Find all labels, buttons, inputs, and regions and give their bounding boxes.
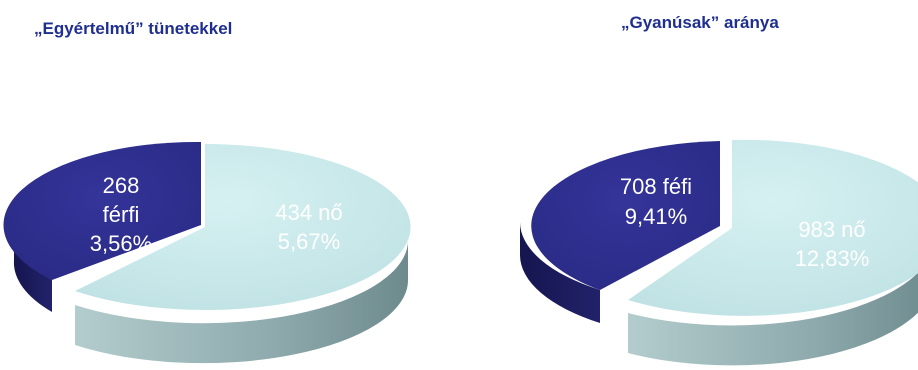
pie-right-female-label-line2: 12,83%	[795, 246, 870, 271]
pie-right-male-slice	[531, 141, 720, 290]
pie-right-female-side	[628, 272, 918, 366]
pie-right-male-label-line1: 708 féfi	[620, 174, 692, 199]
pie-left-male-label-line2: férfi	[103, 202, 140, 227]
pie-right-male-label-line2: 9,41%	[625, 204, 687, 229]
pie-left-female-slice	[75, 143, 411, 310]
chart-title-right: „Gyanúsak” aránya	[621, 13, 779, 32]
pie-left: 268 férfi 3,56% 434 nő 5,67%	[3, 141, 411, 364]
pie-right-female-slice	[628, 139, 918, 316]
pie-left-male-side	[13, 226, 53, 312]
pie-right: 708 féfi 9,41% 983 nő 12,83%	[519, 139, 918, 366]
pie-left-male-label-line3: 3,56%	[90, 231, 152, 256]
pie-right-female-label-line1: 983 nő	[798, 217, 865, 242]
pie-left-male-label-line1: 268	[103, 173, 140, 198]
pie-right-male-side	[519, 221, 600, 323]
pie-left-female-label-line1: 434 nő	[275, 200, 342, 225]
chart-title-left: „Egyértelmű” tünetekkel	[34, 19, 233, 38]
pie-left-female-label-line2: 5,67%	[278, 229, 340, 254]
pie-left-male-slice	[3, 141, 201, 280]
pie-left-female-side	[75, 238, 409, 364]
